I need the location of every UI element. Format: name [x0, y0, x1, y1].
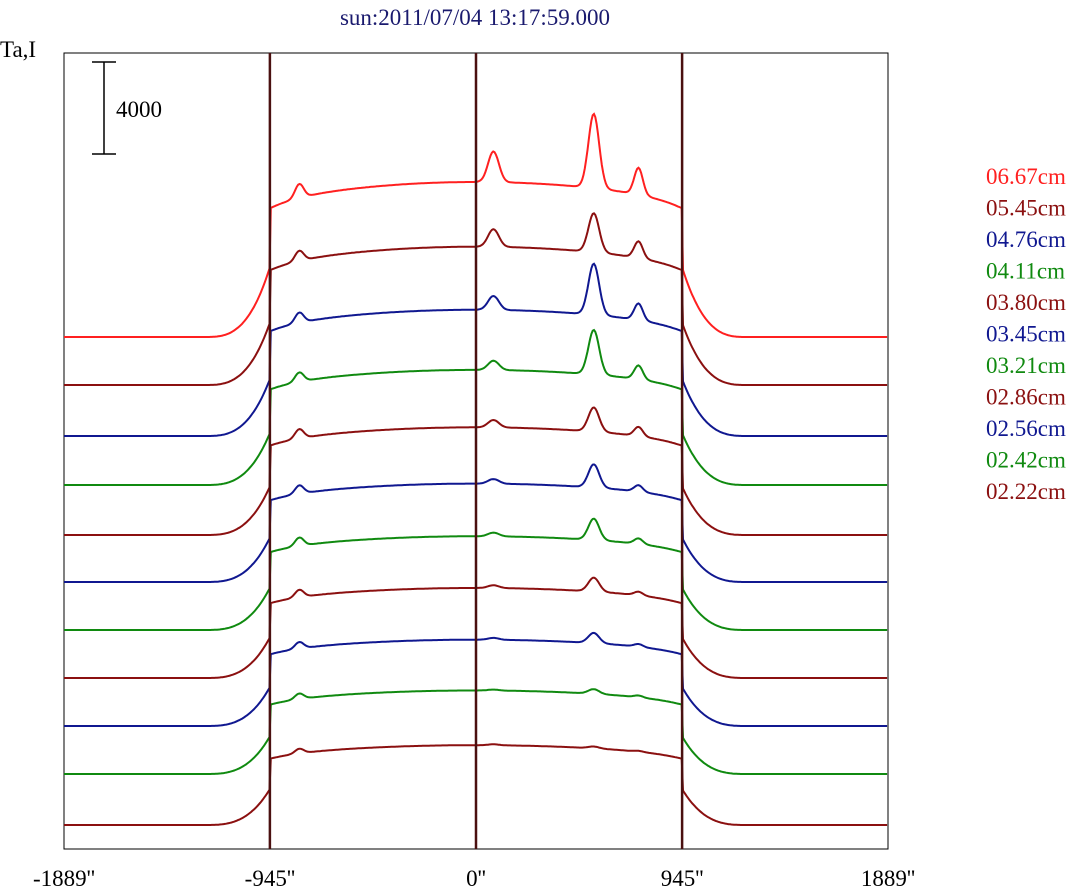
legend-entry: 02.42cm	[986, 448, 1066, 473]
x-tick-label: -945''	[245, 866, 295, 891]
x-tick-label: 1889''	[861, 866, 915, 891]
legend-entry: 06.67cm	[986, 164, 1066, 189]
legend-entry: 05.45cm	[986, 196, 1066, 221]
legend-entry: 04.76cm	[986, 227, 1066, 252]
x-tick-labels: -1889'' -945'' 0'' 945'' 1889''	[33, 866, 915, 891]
x-tick-label: 0''	[466, 866, 486, 891]
x-tick-label: -1889''	[33, 866, 95, 891]
legend-entry: 02.22cm	[986, 479, 1066, 504]
legend-entry: 03.21cm	[986, 353, 1066, 378]
legend-entry: 02.86cm	[986, 385, 1066, 410]
legend-entry: 03.80cm	[986, 290, 1066, 315]
x-tick-label: 945''	[661, 866, 704, 891]
chart-title: sun:2011/07/04 13:17:59.000	[340, 5, 610, 30]
legend-entry: 02.56cm	[986, 416, 1066, 441]
reference-lines	[268, 53, 684, 849]
legend-entry: 03.45cm	[986, 322, 1066, 347]
scale-bar: 4000	[92, 61, 162, 155]
legend-entry: 04.11cm	[986, 259, 1065, 284]
legend: 06.67cm 05.45cm 04.76cm 04.11cm 03.80cm 03.45…	[986, 164, 1066, 504]
y-axis-label: Ta,I	[0, 37, 36, 62]
scale-bar-label: 4000	[116, 97, 162, 122]
